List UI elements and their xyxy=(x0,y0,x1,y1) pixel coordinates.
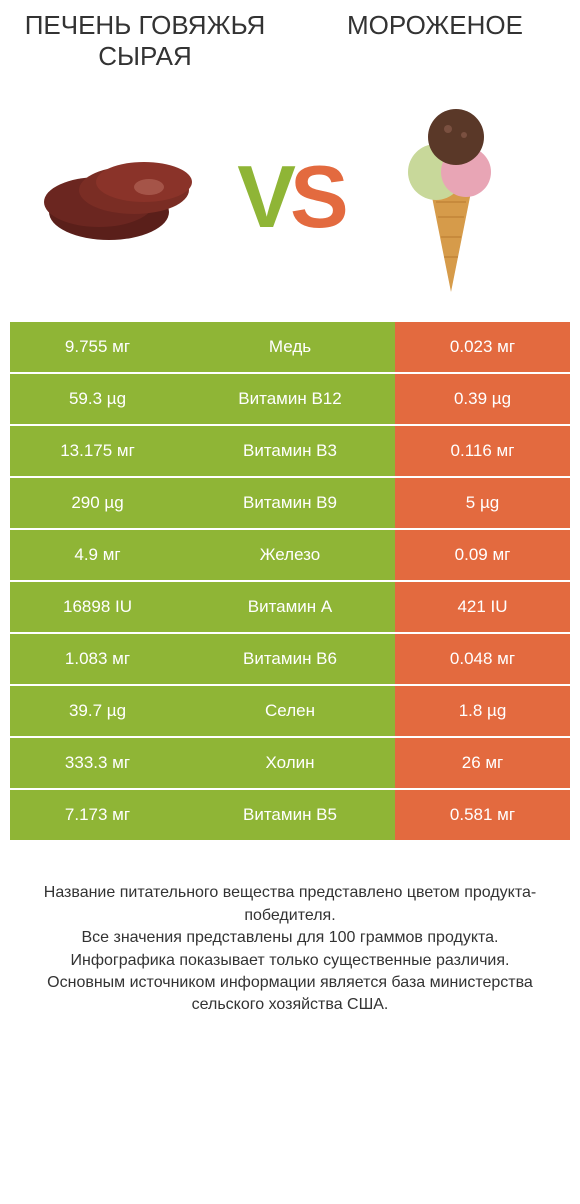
right-title: МОРОЖЕНОЕ xyxy=(290,10,580,72)
nutrient-name: Медь xyxy=(185,322,395,372)
vs-v: V xyxy=(237,146,290,248)
nutrient-name: Витамин B5 xyxy=(185,790,395,840)
left-value: 290 µg xyxy=(10,478,185,528)
nutrient-name: Витамин B6 xyxy=(185,634,395,684)
nutrient-row: 290 µgВитамин B95 µg xyxy=(10,478,570,528)
nutrient-name: Витамин A xyxy=(185,582,395,632)
left-value: 59.3 µg xyxy=(10,374,185,424)
vs-label: VS xyxy=(237,146,342,248)
icecream-image xyxy=(343,97,560,297)
footer-line-1: Название питательного вещества представл… xyxy=(30,882,550,927)
footer-line-2: Все значения представлены для 100 граммо… xyxy=(30,927,550,949)
left-value: 9.755 мг xyxy=(10,322,185,372)
left-value: 4.9 мг xyxy=(10,530,185,580)
nutrient-row: 7.173 мгВитамин B50.581 мг xyxy=(10,790,570,840)
nutrient-name: Витамин B9 xyxy=(185,478,395,528)
footer-notes: Название питательного вещества представл… xyxy=(0,842,580,1016)
footer-line-4: Основным источником информации является … xyxy=(30,972,550,1017)
nutrient-row: 59.3 µgВитамин B120.39 µg xyxy=(10,374,570,424)
nutrient-name: Селен xyxy=(185,686,395,736)
right-value: 0.023 мг xyxy=(395,322,570,372)
right-value: 0.09 мг xyxy=(395,530,570,580)
nutrient-row: 9.755 мгМедь0.023 мг xyxy=(10,322,570,372)
nutrient-row: 4.9 мгЖелезо0.09 мг xyxy=(10,530,570,580)
left-value: 1.083 мг xyxy=(10,634,185,684)
right-value: 5 µg xyxy=(395,478,570,528)
right-value: 0.116 мг xyxy=(395,426,570,476)
left-title: ПЕЧЕНЬ ГОВЯЖЬЯ СЫРАЯ xyxy=(0,10,290,72)
nutrient-row: 39.7 µgСелен1.8 µg xyxy=(10,686,570,736)
nutrient-name: Железо xyxy=(185,530,395,580)
nutrient-row: 1.083 мгВитамин B60.048 мг xyxy=(10,634,570,684)
left-value: 7.173 мг xyxy=(10,790,185,840)
liver-image xyxy=(20,142,237,252)
left-value: 13.175 мг xyxy=(10,426,185,476)
right-value: 1.8 µg xyxy=(395,686,570,736)
nutrient-row: 333.3 мгХолин26 мг xyxy=(10,738,570,788)
left-value: 39.7 µg xyxy=(10,686,185,736)
right-value: 0.39 µg xyxy=(395,374,570,424)
footer-line-3: Инфографика показывает только существенн… xyxy=(30,950,550,972)
versus-row: VS xyxy=(0,72,580,322)
nutrient-name: Витамин B3 xyxy=(185,426,395,476)
left-value: 16898 IU xyxy=(10,582,185,632)
nutrient-row: 13.175 мгВитамин B30.116 мг xyxy=(10,426,570,476)
comparison-table: 9.755 мгМедь0.023 мг59.3 µgВитамин B120.… xyxy=(0,322,580,840)
right-value: 26 мг xyxy=(395,738,570,788)
vs-s: S xyxy=(290,146,343,248)
right-value: 0.048 мг xyxy=(395,634,570,684)
titles-row: ПЕЧЕНЬ ГОВЯЖЬЯ СЫРАЯ МОРОЖЕНОЕ xyxy=(0,0,580,72)
nutrient-row: 16898 IUВитамин A421 IU xyxy=(10,582,570,632)
left-value: 333.3 мг xyxy=(10,738,185,788)
nutrient-name: Витамин B12 xyxy=(185,374,395,424)
nutrient-name: Холин xyxy=(185,738,395,788)
right-value: 421 IU xyxy=(395,582,570,632)
right-value: 0.581 мг xyxy=(395,790,570,840)
